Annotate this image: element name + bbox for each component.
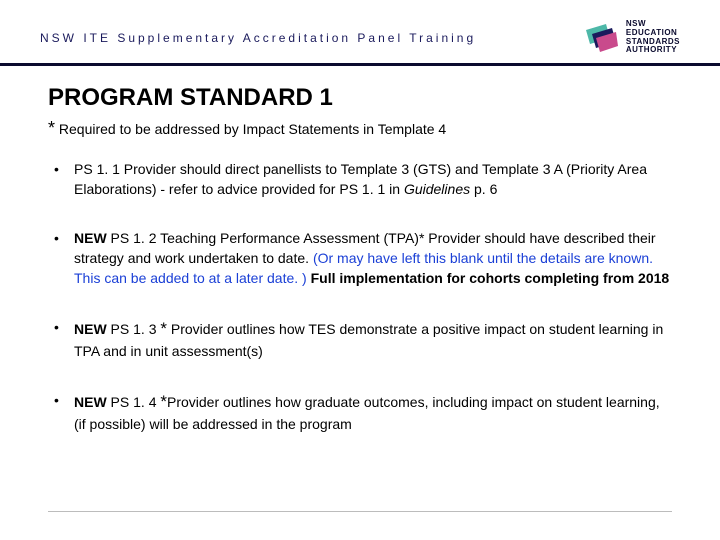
list-item: NEW PS 1. 4 *Provider outlines how gradu… (48, 390, 672, 435)
new-tag: NEW (74, 321, 107, 337)
slide-content: PROGRAM STANDARD 1 * Required to be addr… (0, 66, 720, 434)
asterisk-icon: * (160, 392, 167, 411)
new-tag: NEW (74, 230, 107, 246)
slide-header: NSW ITE Supplementary Accreditation Pane… (0, 0, 720, 66)
footer-divider (48, 511, 672, 512)
header-title: NSW ITE Supplementary Accreditation Pane… (40, 31, 476, 45)
logo-icon (586, 24, 618, 52)
bullet-text: PS 1. 3 (107, 321, 161, 337)
subtitle: * Required to be addressed by Impact Sta… (48, 118, 672, 139)
logo-line: AUTHORITY (626, 46, 680, 55)
logo-text: NSW EDUCATION STANDARDS AUTHORITY (626, 20, 680, 55)
page-title: PROGRAM STANDARD 1 (48, 84, 672, 112)
subtitle-text: Required to be addressed by Impact State… (55, 121, 446, 137)
list-item: NEW PS 1. 2 Teaching Performance Assessm… (48, 228, 672, 289)
bullet-text: p. 6 (470, 181, 497, 197)
bold-text: Full implementation for cohorts completi… (307, 270, 670, 286)
bullet-text: PS 1. 4 (107, 394, 161, 410)
nsw-logo: NSW EDUCATION STANDARDS AUTHORITY (586, 20, 680, 55)
list-item: PS 1. 1 Provider should direct panellist… (48, 159, 672, 200)
new-tag: NEW (74, 394, 107, 410)
list-item: NEW PS 1. 3 * Provider outlines how TES … (48, 317, 672, 362)
bullet-text: PS 1. 1 Provider should direct panellist… (74, 161, 647, 197)
asterisk-icon: * (160, 319, 167, 338)
asterisk-icon: * (48, 118, 55, 138)
bullet-list: PS 1. 1 Provider should direct panellist… (48, 159, 672, 434)
italic-text: Guidelines (404, 181, 470, 197)
